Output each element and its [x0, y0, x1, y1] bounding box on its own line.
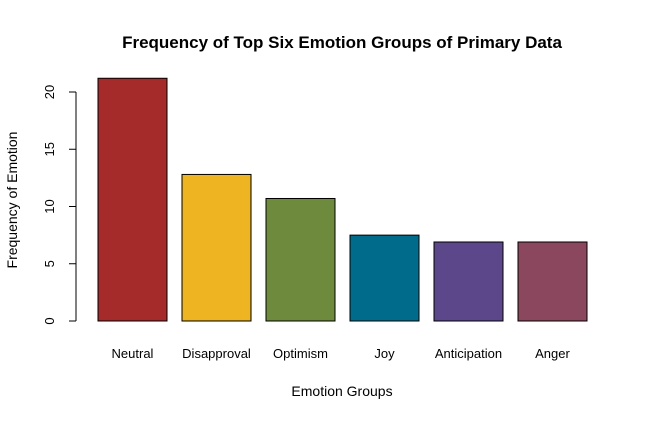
bar-anticipation [433, 241, 504, 322]
bar-optimism [265, 197, 336, 322]
y-axis-ticks: 0 5 10 15 20 [42, 85, 76, 325]
x-axis-label: Emotion Groups [291, 383, 392, 399]
x-axis-tick-labels: Neutral Disapproval Optimism Joy Anticipatio… [112, 346, 571, 361]
bar-disapproval [181, 173, 252, 322]
y-axis-tick-label: 0 [42, 317, 57, 324]
y-axis-tick-label: 20 [42, 85, 57, 99]
bar-joy [349, 234, 420, 322]
x-axis-tick-label: Disapproval [182, 346, 251, 361]
bars-group [97, 77, 588, 322]
y-axis-label: Frequency of Emotion [4, 132, 20, 269]
y-axis-tick-label: 10 [42, 199, 57, 213]
y-axis-tick-label: 15 [42, 142, 57, 156]
x-axis-tick-label: Neutral [112, 346, 154, 361]
y-axis-tick-label: 5 [42, 260, 57, 267]
chart-title: Frequency of Top Six Emotion Groups of P… [122, 33, 562, 52]
bar-anger [517, 241, 588, 322]
bar-neutral [97, 77, 168, 322]
x-axis-tick-label: Anger [535, 346, 570, 361]
x-axis-tick-label: Optimism [273, 346, 328, 361]
x-axis-tick-label: Anticipation [435, 346, 502, 361]
x-axis-tick-label: Joy [374, 346, 395, 361]
